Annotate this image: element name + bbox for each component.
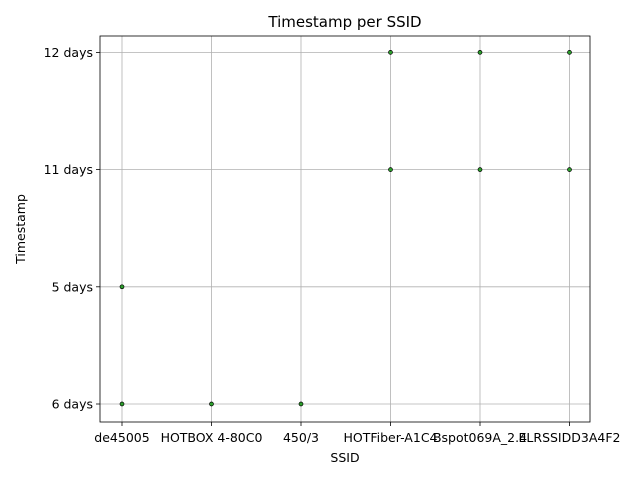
x-tick-label: Bspot069A_2.4 [433, 430, 527, 445]
grid [100, 36, 590, 422]
x-tick-label: de45005 [94, 430, 149, 445]
y-axis: 6 days 5 days 11 days 12 days [44, 45, 100, 412]
y-tick-label: 11 days [44, 162, 93, 177]
data-point [209, 401, 214, 407]
y-tick-label: 5 days [52, 279, 93, 294]
y-tick-label: 12 days [44, 45, 93, 60]
data-point [477, 50, 483, 55]
data-point [298, 401, 304, 407]
data-point [477, 167, 483, 172]
data-point [388, 167, 393, 172]
data-point [119, 284, 125, 290]
data-point [388, 50, 393, 55]
data-point [567, 167, 572, 172]
y-tick-label: 6 days [52, 397, 93, 412]
data-points [119, 50, 572, 407]
x-tick-label: HOTFiber-A1C4 [343, 430, 437, 445]
plot-area [99, 35, 591, 423]
chart-title: Timestamp per SSID [267, 13, 421, 31]
x-axis-label: SSID [330, 450, 359, 465]
x-tick-label: 450/3 [283, 430, 319, 445]
data-point [119, 401, 125, 407]
x-tick-label: HOTBOX 4-80C0 [161, 430, 263, 445]
x-tick-label: ELRSSIDD3A4F2 [519, 430, 621, 445]
x-axis: de45005 HOTBOX 4-80C0 450/3 HOTFiber-A1C4Bs… [94, 422, 620, 445]
data-point [567, 50, 572, 55]
y-axis-label: Timestamp [13, 194, 28, 265]
